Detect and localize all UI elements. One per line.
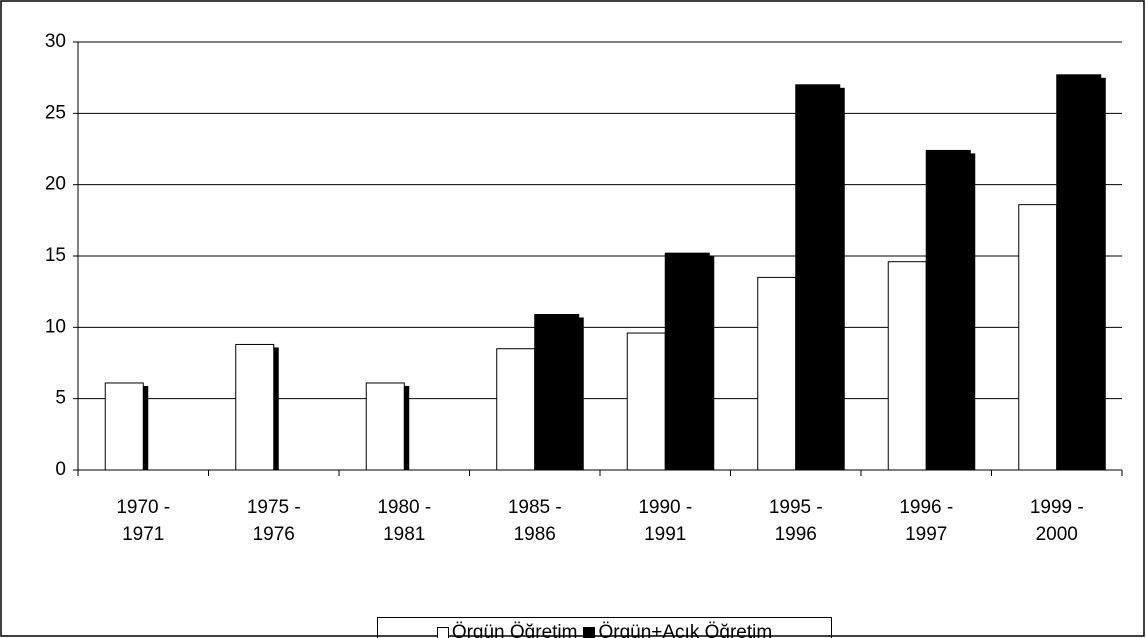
bar [757,276,797,471]
y-tick-label: 10 [45,316,66,337]
bar [534,313,580,471]
bar [887,261,927,471]
y-tick-label: 20 [45,174,66,195]
y-tick-label: 0 [55,459,66,480]
x-tick-label: 1990 - 1991 [638,497,693,545]
legend-label: Örgün+Açık Öğretim [598,622,773,638]
legend: Örgün Öğretim Örgün+Açık Öğretim [377,617,832,638]
bar [1056,74,1102,471]
y-tick-label: 15 [45,245,66,266]
bar [626,332,666,471]
y-tick-label: 25 [45,102,66,123]
bar [235,343,275,471]
bar [795,84,841,471]
y-tick-label: 5 [55,388,66,409]
bar [664,252,710,471]
x-tick-label: 1985 - 1986 [507,497,562,545]
legend-item: Örgün Öğretim [436,622,578,638]
x-tick-label: 1980 - 1981 [377,497,432,545]
legend-swatch [583,627,596,638]
bar [1018,204,1058,471]
bar [365,382,405,471]
legend-label: Örgün Öğretim [451,622,578,638]
legend-swatch [436,627,449,638]
legend-item: Örgün+Açık Öğretim [583,622,772,638]
bar [104,382,144,471]
x-tick-label: 1999 - 2000 [1029,497,1084,545]
bar [496,348,536,471]
x-tick-label: 1975 - 1976 [246,497,301,545]
x-tick-label: 1970 - 1971 [116,497,171,545]
y-tick-label: 30 [45,31,66,52]
x-tick-label: 1996 - 1997 [899,497,954,545]
x-tick-label: 1995 - 1996 [768,497,823,545]
bar [925,149,971,471]
